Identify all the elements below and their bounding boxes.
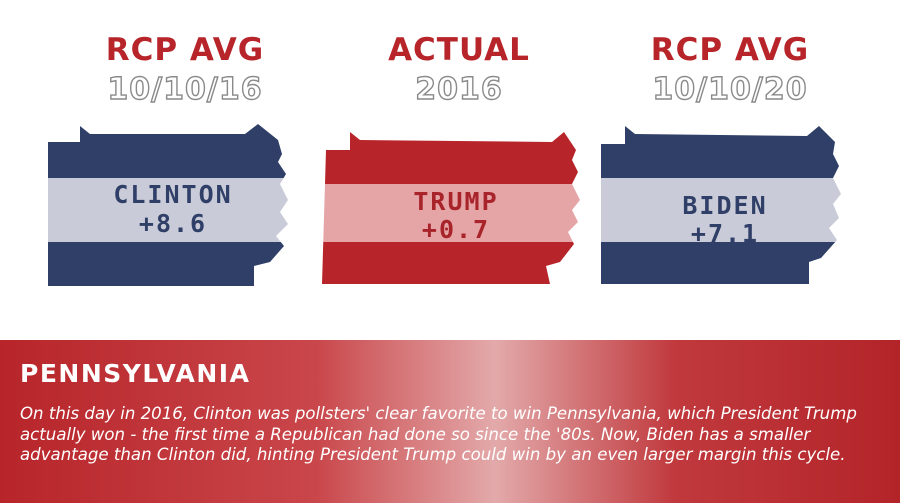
pennsylvania-shape-icon — [48, 124, 288, 286]
card-actual-2016: ACTUAL 2016 TRUMP +0.7 — [314, 0, 604, 330]
pennsylvania-map: BIDEN +7.1 — [585, 120, 875, 295]
candidate-name: CLINTON — [113, 180, 233, 209]
info-panel: PENNSYLVANIA On this day in 2016, Clinto… — [0, 340, 900, 503]
panel-heading: PENNSYLVANIA — [20, 359, 251, 388]
card-title: ACTUAL — [388, 32, 530, 68]
card-rcp-2016: RCP AVG 10/10/16 CLINTON +8.6 — [40, 0, 330, 330]
panel-body-text: On this day in 2016, Clinton was pollste… — [20, 404, 857, 464]
pennsylvania-map: CLINTON +8.6 — [40, 120, 330, 295]
card-date: 10/10/16 — [107, 71, 263, 107]
candidate-name: BIDEN — [682, 191, 768, 220]
card-rcp-2020: RCP AVG 10/10/20 BIDEN +7.1 — [585, 0, 875, 330]
candidate-margin: +0.7 — [421, 215, 491, 244]
pennsylvania-shape-icon — [601, 126, 841, 284]
candidate-margin: +8.6 — [138, 209, 208, 238]
candidate-margin: +7.1 — [690, 219, 760, 248]
card-date: 10/10/20 — [652, 71, 808, 107]
card-date: 2016 — [415, 71, 503, 107]
card-title: RCP AVG — [650, 32, 810, 68]
candidate-name: TRUMP — [413, 187, 499, 216]
pennsylvania-shape-icon — [322, 132, 580, 284]
card-title: RCP AVG — [105, 32, 265, 68]
pennsylvania-map: TRUMP +0.7 — [314, 120, 604, 295]
